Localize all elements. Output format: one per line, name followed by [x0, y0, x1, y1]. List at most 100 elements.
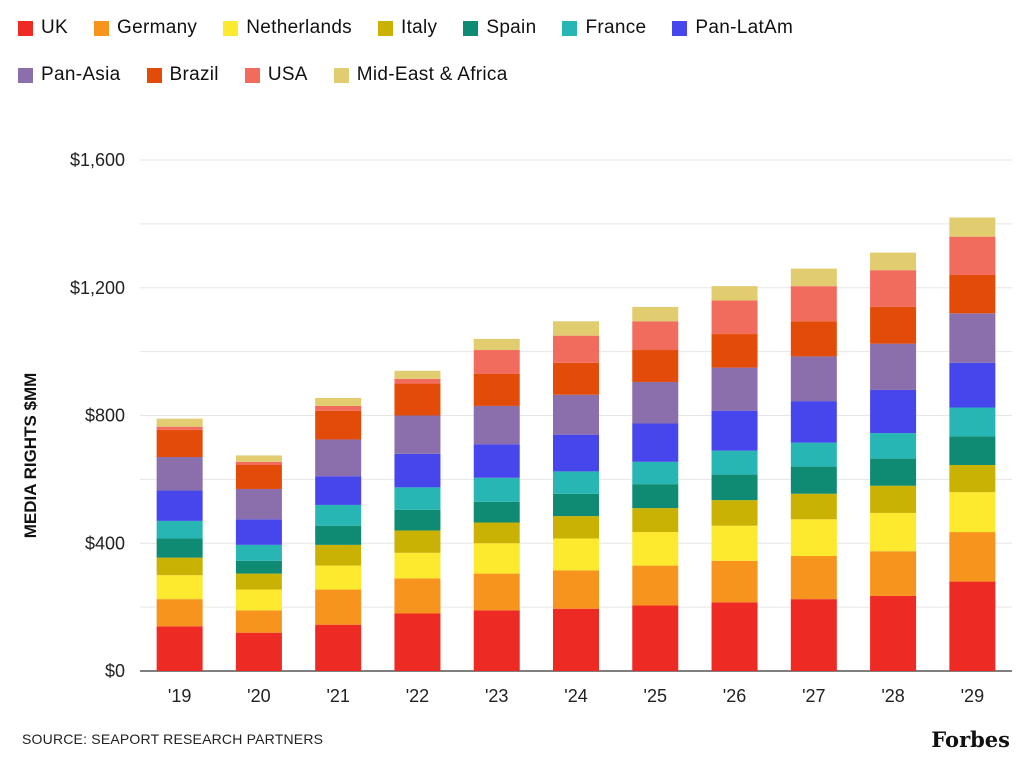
legend-swatch — [377, 20, 393, 36]
bar-segment — [394, 613, 441, 671]
bar-segment — [156, 418, 203, 427]
bar-segment — [949, 436, 996, 466]
bar-segment — [156, 557, 203, 576]
bar-segment — [156, 457, 203, 491]
bar-segment — [315, 565, 362, 590]
legend-label: France — [585, 17, 647, 38]
bar-segment — [711, 300, 758, 335]
x-tick-label: '24 — [564, 686, 587, 706]
bar-segment — [553, 434, 599, 472]
bar-segment — [553, 608, 599, 671]
legend-item: Germany — [94, 17, 197, 39]
x-tick-label: '22 — [406, 686, 429, 706]
bar-segment — [394, 378, 441, 384]
y-axis-label: MEDIA RIGHTS $MM — [21, 373, 40, 539]
bar-segment — [632, 321, 679, 351]
bar-segment — [394, 578, 441, 614]
bar-segment — [790, 599, 837, 671]
x-tick-label: '26 — [723, 686, 746, 706]
legend-row: UK Germany Netherlands Italy Spain France Pan-… — [18, 14, 1008, 42]
bar-segment — [315, 439, 362, 477]
legend-swatch — [94, 20, 109, 36]
legend: UK Germany Netherlands Italy Spain France Pan-… — [18, 14, 1008, 108]
legend-item: UK — [18, 17, 68, 39]
bar-segment — [870, 458, 917, 486]
source-note: SOURCE: SEAPORT RESEARCH PARTNERS — [22, 731, 324, 747]
bar-segment — [235, 488, 282, 520]
legend-item: Italy — [377, 17, 437, 39]
bar-segment — [315, 544, 362, 566]
bar-segment — [473, 522, 520, 544]
bar-segment — [394, 509, 441, 531]
legend-item: Brazil — [146, 64, 219, 86]
bar-segment — [790, 556, 837, 600]
bar-segment — [870, 389, 917, 434]
bar-segment — [949, 274, 996, 314]
bar-segment — [870, 252, 917, 271]
y-tick-label: $400 — [85, 533, 125, 553]
legend-swatch — [18, 67, 33, 83]
bar-segment — [394, 383, 441, 416]
bar-segment — [235, 455, 282, 462]
bar-segment — [632, 605, 679, 671]
bar-segment — [711, 367, 758, 411]
bar-segment — [870, 595, 917, 671]
legend-item: Mid-East & Africa — [333, 64, 508, 86]
bar-segment — [235, 632, 282, 671]
bar-segment — [473, 501, 520, 523]
y-tick-label: $1,200 — [70, 278, 125, 298]
legend-item: Pan-Asia — [18, 64, 121, 86]
legend-label: Mid-East & Africa — [356, 64, 508, 85]
legend-label: Pan-LatAm — [695, 17, 794, 38]
legend-row: Pan-Asia Brazil USA Mid-East & Africa — [18, 61, 1008, 89]
bar-segment — [632, 461, 679, 485]
legend-item: Spain — [463, 17, 536, 39]
bar-segment — [156, 575, 203, 600]
bar-segment — [235, 519, 282, 545]
legend-label: UK — [41, 17, 68, 38]
bar-segment — [632, 508, 679, 533]
bar-segment — [790, 286, 837, 322]
bar-segment — [156, 429, 203, 458]
x-tick-label: '19 — [168, 686, 191, 706]
bar-segment — [315, 525, 362, 545]
bar-segment — [315, 589, 362, 625]
bar-segment — [790, 519, 837, 557]
bar-segment — [949, 532, 996, 582]
bar-segment — [473, 444, 520, 478]
x-tick-label: '25 — [644, 686, 667, 706]
bar-segment — [553, 538, 599, 571]
bar-segment — [949, 407, 996, 437]
bar-segment — [711, 410, 758, 451]
bar-segment — [473, 338, 520, 351]
bar-segment — [156, 626, 203, 671]
legend-item: USA — [244, 64, 308, 86]
bar-segment — [949, 217, 996, 237]
x-tick-label: '27 — [802, 686, 825, 706]
legend-swatch — [223, 20, 239, 36]
bar-segment — [632, 381, 679, 424]
x-tick-label: '20 — [247, 686, 270, 706]
x-tick-label: '21 — [326, 686, 349, 706]
bar-segment — [315, 476, 362, 505]
bar-segment — [632, 350, 679, 382]
bar-segment — [632, 484, 679, 509]
bar-segment — [790, 493, 837, 520]
bar-segment — [553, 394, 599, 435]
bar-segment — [790, 401, 837, 443]
bar-segment — [870, 512, 917, 552]
bar-segment — [156, 490, 203, 521]
legend-swatch — [333, 67, 349, 83]
bar-segment — [632, 423, 679, 462]
bar-segment — [711, 334, 758, 368]
bar-segment — [553, 516, 599, 539]
bar-segment — [156, 520, 203, 539]
legend-label: USA — [267, 64, 308, 85]
bar-segment — [790, 321, 837, 357]
bar-segment — [711, 500, 758, 526]
bar-segment — [235, 589, 282, 611]
bar-segment — [156, 538, 203, 558]
y-tick-label: $0 — [105, 661, 125, 681]
bar-segment — [473, 543, 520, 574]
bar-segment — [473, 573, 520, 611]
